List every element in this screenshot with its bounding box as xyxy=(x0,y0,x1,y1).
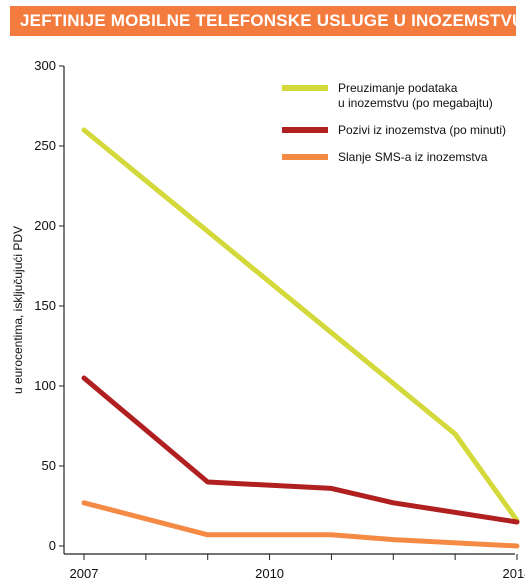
x-tick-label: 2007 xyxy=(70,566,99,581)
legend-label-2: Pozivi iz inozemstva (po minuti) xyxy=(338,123,506,137)
y-tick-label: 100 xyxy=(34,378,56,393)
x-tick-label: 2014 xyxy=(503,566,525,581)
x-tick-label: 2010 xyxy=(255,566,284,581)
legend-label-1: Preuzimanje podataka xyxy=(338,81,458,95)
y-tick-label: 250 xyxy=(34,138,56,153)
y-axis-label: u eurocentima, isključujući PDV xyxy=(11,226,25,394)
series-line-3 xyxy=(84,503,517,546)
y-tick-label: 300 xyxy=(34,58,56,73)
y-tick-label: 0 xyxy=(49,538,56,553)
y-tick-label: 50 xyxy=(42,458,56,473)
chart-series xyxy=(84,130,517,546)
series-line-2 xyxy=(84,378,517,522)
y-tick-label: 200 xyxy=(34,218,56,233)
legend-label-3: Slanje SMS-a iz inozemstva xyxy=(338,150,488,164)
series-line-1 xyxy=(84,130,517,520)
legend-label-1: u inozemstvu (po megabajtu) xyxy=(338,96,493,110)
y-tick-label: 150 xyxy=(34,298,56,313)
